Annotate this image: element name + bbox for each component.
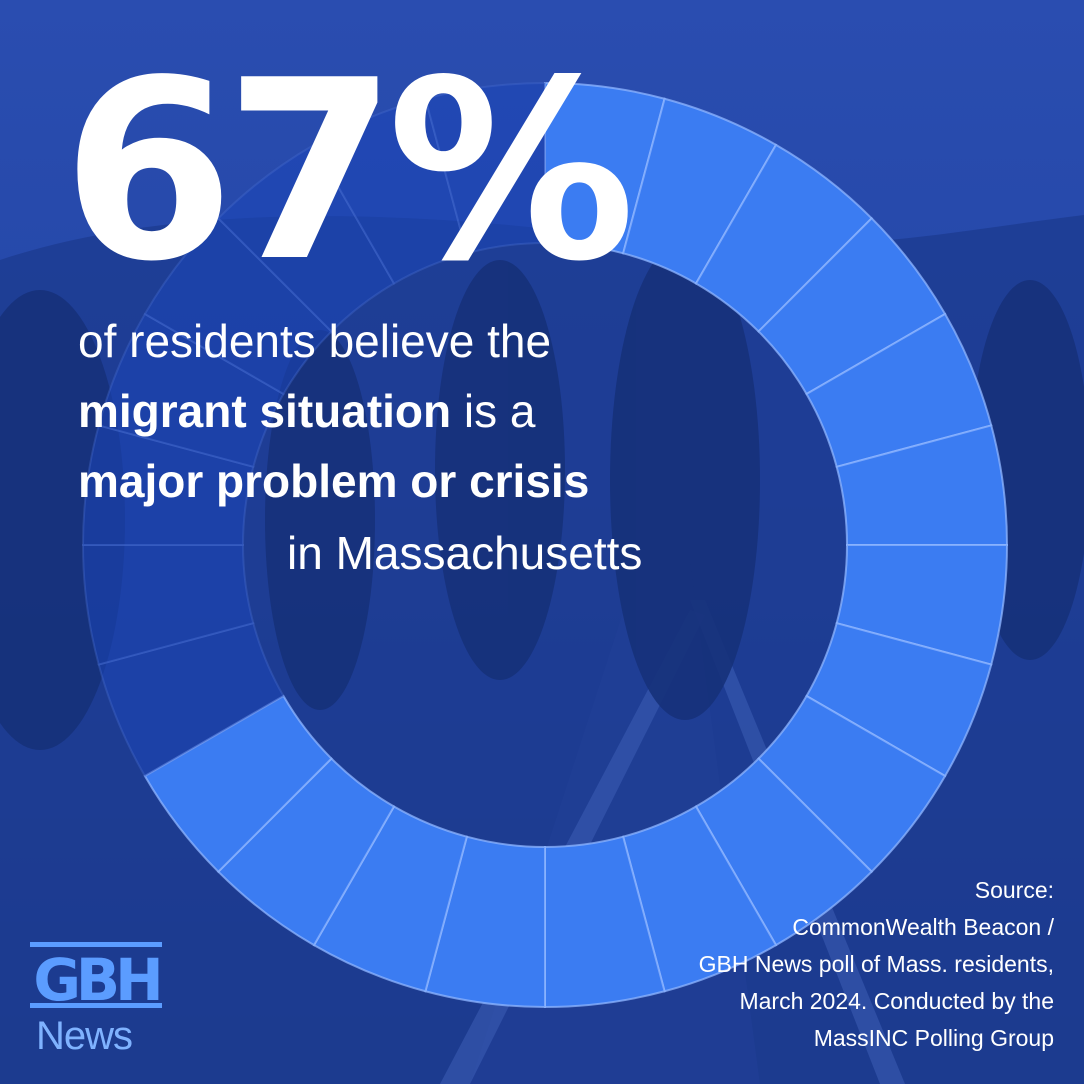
source-line-4: MassINC Polling Group [813, 1025, 1054, 1051]
headline-line-2-rest: is a [451, 385, 536, 437]
donut-segment-empty [97, 312, 285, 469]
donut-segment-empty [81, 424, 255, 546]
headline-line-4: in Massachusetts [287, 527, 643, 579]
headline-emphasis-2: major problem or crisis [78, 455, 590, 507]
logo-sub: News [36, 1014, 133, 1058]
headline-line-2: migrant situation is a [78, 388, 536, 434]
headline-line-1: of residents believe the [78, 315, 552, 367]
gbh-news-logo: GBH News [30, 940, 170, 1060]
source-line-1: CommonWealth Beacon / [792, 914, 1054, 940]
source-note: Source: CommonWealth Beacon / GBH News p… [594, 872, 1054, 1057]
source-line-3: March 2024. Conducted by the [739, 988, 1054, 1014]
source-line-2: GBH News poll of Mass. residents, [698, 951, 1054, 977]
source-label: Source: [974, 877, 1054, 903]
chart-title: 67% [62, 28, 636, 316]
donut-segment-empty [424, 81, 546, 255]
headline-emphasis-1: migrant situation [78, 385, 452, 437]
logo-mark: GBH [30, 942, 164, 1013]
